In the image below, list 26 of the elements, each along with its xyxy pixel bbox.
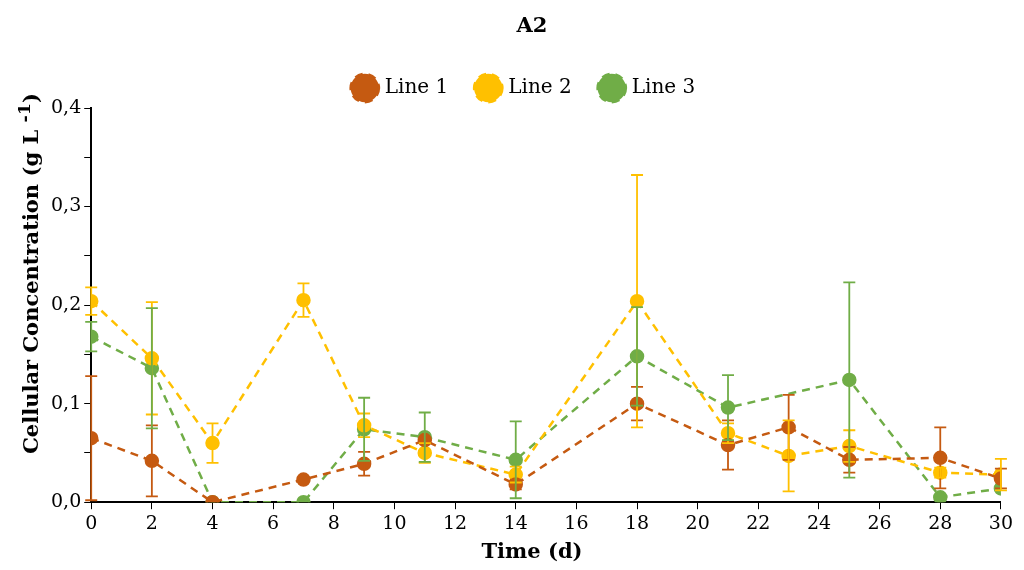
y-tick-label: 0,2 — [51, 292, 82, 315]
x-tick-label: 26 — [867, 510, 892, 533]
x-tick-label: 6 — [267, 510, 280, 533]
x-tick-label: 22 — [746, 510, 771, 533]
y-tick-label: 0,4 — [51, 94, 82, 117]
y-tick-label: 0,1 — [51, 390, 82, 413]
x-tick-label: 2 — [145, 510, 158, 533]
x-tick-label: 16 — [564, 510, 589, 533]
chart-title: A2 — [515, 12, 549, 37]
x-tick-label: 30 — [988, 510, 1014, 533]
y-tick-label: 0,0 — [51, 489, 82, 512]
x-tick-label: 24 — [806, 510, 832, 533]
x-axis-title: Time (d) — [480, 538, 584, 563]
x-tick-label: 12 — [443, 510, 468, 533]
x-tick-label: 4 — [206, 510, 219, 533]
x-tick-label: 14 — [503, 510, 528, 533]
legend-label: Line 2 — [508, 74, 572, 99]
x-tick-label: 18 — [624, 510, 650, 533]
legend-label: Line 3 — [631, 74, 696, 99]
y-tick-label: 0,3 — [51, 193, 82, 216]
x-tick-label: 8 — [327, 510, 340, 533]
legend-label: Line 1 — [384, 74, 449, 99]
x-tick-label: 0 — [85, 510, 98, 533]
x-tick-label: 28 — [928, 510, 953, 533]
x-tick-label: 10 — [382, 510, 407, 533]
x-tick-label: 20 — [685, 510, 710, 533]
